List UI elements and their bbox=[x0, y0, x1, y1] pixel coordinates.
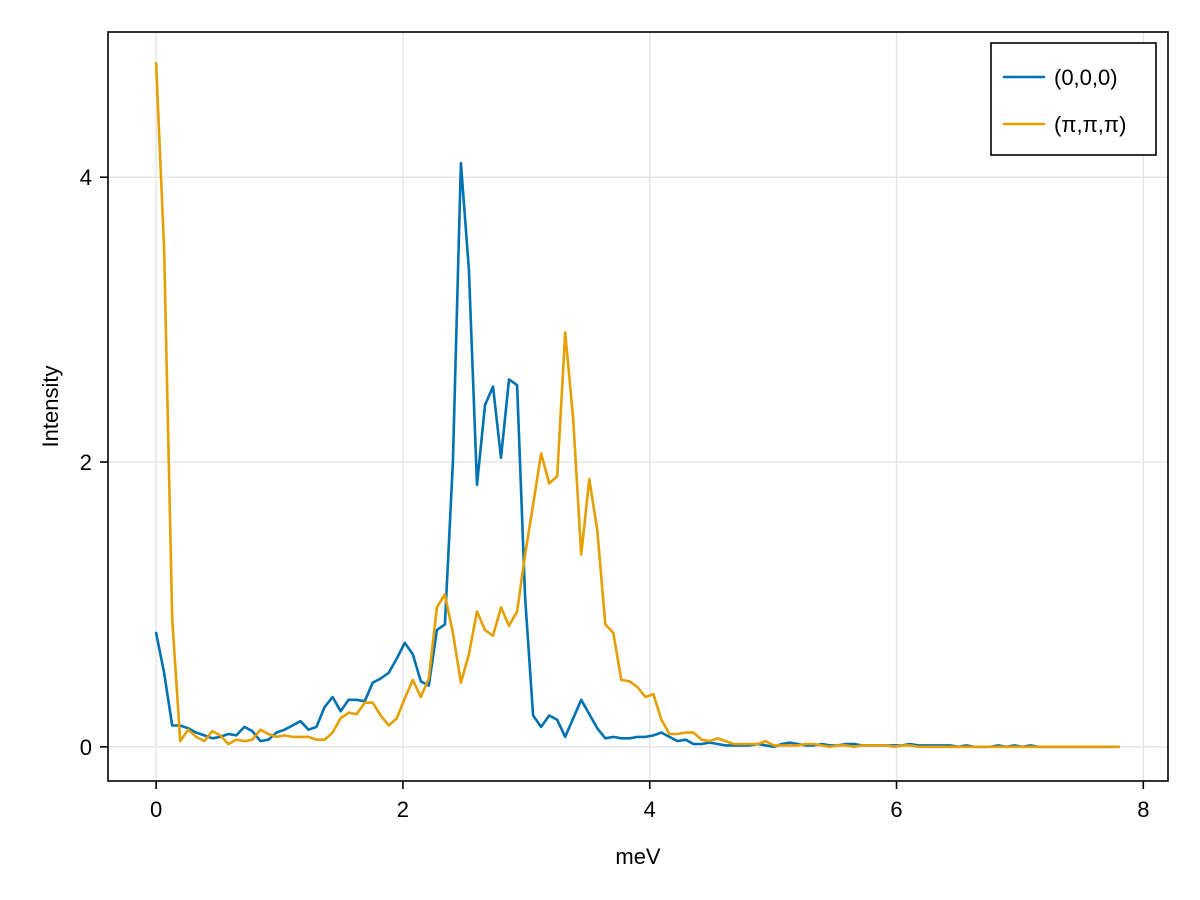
x-tick-label: 2 bbox=[397, 797, 409, 822]
y-axis-label: Intensity bbox=[38, 366, 63, 448]
x-tick-label: 4 bbox=[644, 797, 656, 822]
legend-box bbox=[990, 42, 1157, 156]
tick-labels: 0 2 4 6 8 0 2 4 bbox=[80, 165, 1150, 822]
plot-frame bbox=[107, 31, 1169, 782]
x-axis-label: meV bbox=[615, 844, 661, 869]
x-tick-label: 0 bbox=[150, 797, 162, 822]
legend-label-series-0: (0,0,0) bbox=[1054, 65, 1118, 90]
x-tick-label: 8 bbox=[1137, 797, 1149, 822]
series-line-1 bbox=[154, 61, 1120, 749]
y-tick-label: 4 bbox=[80, 165, 92, 190]
legend-label-series-1: (π,π,π) bbox=[1054, 112, 1126, 137]
legend: (0,0,0) (π,π,π) bbox=[990, 42, 1157, 156]
x-tick-label: 6 bbox=[890, 797, 902, 822]
y-tick-label: 0 bbox=[80, 735, 92, 760]
series-layer bbox=[154, 61, 1120, 749]
y-tick-label: 2 bbox=[80, 450, 92, 475]
ticks bbox=[100, 176, 1145, 789]
